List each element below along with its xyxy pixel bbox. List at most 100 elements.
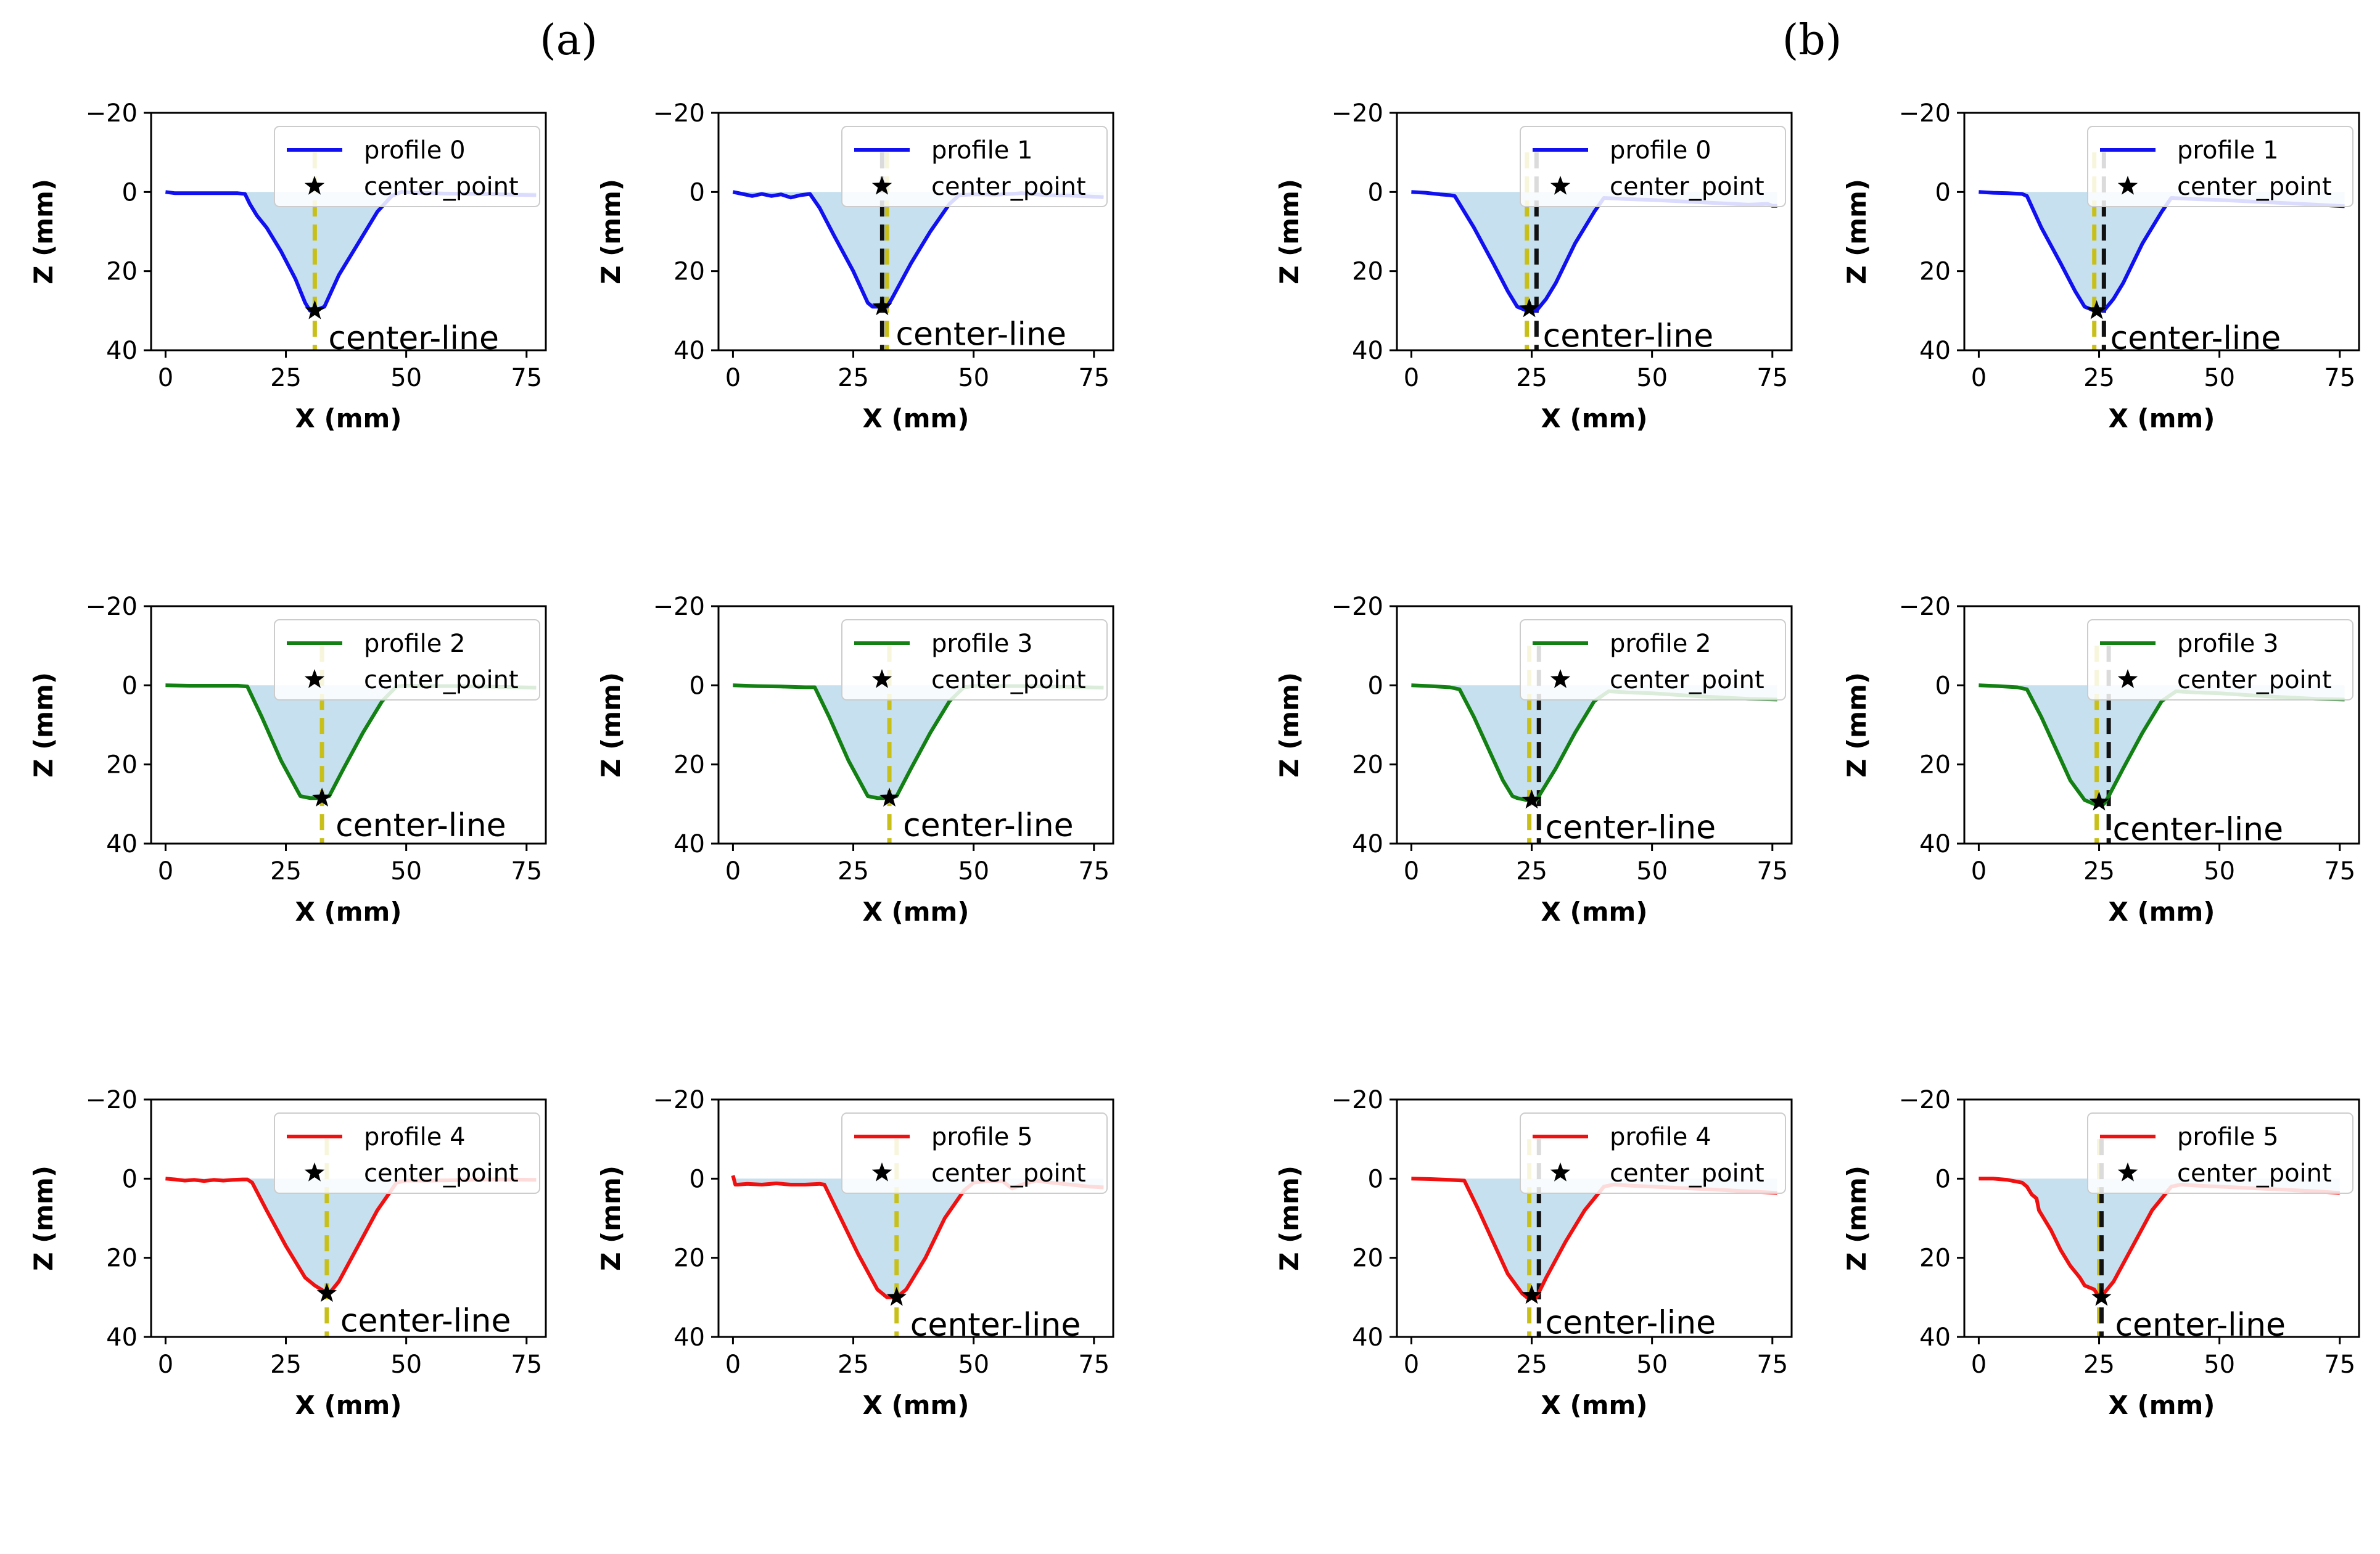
x-axis-label: X (mm)	[295, 1390, 402, 1420]
legend-box	[841, 619, 1108, 701]
subplot-b-profile-4: 0 25 50 75 −20 0 20 40 X (mm) Z (mm) profile 4 cent…	[1274, 1086, 1793, 1420]
x-tick-label: 50	[958, 857, 989, 886]
legend-box	[274, 126, 540, 207]
x-tick-label: 50	[958, 364, 989, 392]
legend-star-swatch	[1550, 669, 1571, 688]
subplot-b-profile-0: 0 25 50 75 −20 0 20 40 X (mm) Z (mm) profile 0 cent…	[1274, 99, 1793, 434]
x-tick-label: 75	[511, 1350, 542, 1379]
axes-frame	[1963, 112, 2360, 352]
subplot-a-profile-2: 0 25 50 75 −20 0 20 40 X (mm) Z (mm) profile 2 cent…	[28, 593, 547, 927]
y-axis-label: Z (mm)	[1274, 1166, 1304, 1271]
y-tick-label: −20	[86, 593, 138, 621]
x-tick-label: 50	[390, 364, 422, 392]
axes-frame	[150, 1098, 547, 1338]
y-tick-label: 0	[690, 1165, 705, 1193]
x-axis-label: X (mm)	[2109, 897, 2215, 927]
y-tick-label: 0	[1935, 1165, 1951, 1193]
depth-fill-area	[165, 1178, 537, 1294]
y-axis-label: Z (mm)	[1842, 1166, 1872, 1271]
subplot-a-profile-1: 0 25 50 75 −20 0 20 40 X (mm) Z (mm) profile 1 cent…	[596, 99, 1114, 434]
y-tick-label: 20	[1919, 751, 1951, 779]
legend-entry-center-point: center_point	[1610, 666, 1764, 694]
x-tick-label: 50	[390, 1350, 422, 1379]
center-line-annotation: center-line	[1546, 809, 1716, 846]
legend-entry-center-point: center_point	[364, 173, 519, 201]
y-tick-label: 0	[1368, 178, 1383, 207]
y-tick-label: 0	[1368, 1165, 1383, 1193]
legend-entry-center-point: center_point	[2177, 666, 2332, 694]
x-axis-label: X (mm)	[863, 1390, 970, 1420]
x-tick-label: 25	[1516, 364, 1547, 392]
x-tick-label: 25	[2083, 1350, 2115, 1379]
y-tick-label: −20	[653, 1086, 705, 1114]
x-tick-label: 0	[1971, 364, 1987, 392]
center-line-annotation: center-line	[2115, 1307, 2286, 1344]
y-axis-label: Z (mm)	[1274, 179, 1304, 284]
x-tick-label: 25	[1516, 857, 1547, 886]
profile-line	[1411, 683, 1777, 802]
y-tick-label: 20	[673, 258, 705, 286]
y-axis-label: Z (mm)	[1274, 672, 1304, 778]
y-axis-label: Z (mm)	[596, 1166, 626, 1271]
legend-box	[1520, 126, 1786, 207]
x-tick-label: 0	[1404, 1350, 1419, 1379]
axes-frame	[150, 605, 547, 845]
x-tick-label: 0	[1404, 857, 1419, 886]
legend-star-swatch	[2117, 1162, 2138, 1182]
profile-line	[1979, 190, 2345, 313]
legend-box	[1520, 619, 1786, 701]
depth-fill-area	[1979, 685, 2345, 804]
x-axis-label: X (mm)	[1541, 897, 1648, 927]
y-tick-label: 20	[106, 1244, 138, 1273]
center-point-marker	[311, 787, 332, 807]
axes-frame	[1963, 1098, 2360, 1338]
x-tick-label: 75	[1078, 857, 1110, 886]
x-tick-label: 25	[838, 857, 869, 886]
legend-entry-profile: profile 3	[931, 630, 1033, 658]
subplot-a-profile-4: 0 25 50 75 −20 0 20 40 X (mm) Z (mm) profile 4 cent…	[28, 1086, 547, 1420]
axes-frame	[717, 112, 1114, 352]
y-tick-label: 0	[1935, 672, 1951, 700]
x-tick-label: 50	[2204, 857, 2235, 886]
legend-box	[1520, 1112, 1786, 1194]
x-tick-label: 0	[158, 1350, 173, 1379]
axes-frame	[1963, 605, 2360, 845]
x-axis-label: X (mm)	[1541, 1390, 1648, 1420]
legend-entry-profile: profile 1	[2177, 136, 2279, 165]
legend-star-swatch	[1550, 176, 1571, 195]
y-tick-label: 0	[122, 1165, 138, 1193]
axes-frame	[717, 605, 1114, 845]
x-tick-label: 75	[2324, 1350, 2355, 1379]
y-tick-label: 40	[1352, 337, 1383, 365]
subplot-b-profile-1: 0 25 50 75 −20 0 20 40 X (mm) Z (mm) profile 1 cent…	[1842, 99, 2360, 434]
center-line-annotation: center-line	[896, 316, 1066, 353]
x-axis-label: X (mm)	[2109, 403, 2215, 434]
y-tick-label: 20	[673, 751, 705, 779]
legend-box	[274, 1112, 540, 1194]
legend-box	[841, 1112, 1108, 1194]
legend-entry-profile: profile 0	[364, 136, 466, 165]
subplot-b-profile-2: 0 25 50 75 −20 0 20 40 X (mm) Z (mm) profile 2 cent…	[1274, 593, 1793, 927]
profile-line	[1979, 683, 2345, 806]
x-axis-label: X (mm)	[2109, 1390, 2215, 1420]
x-tick-label: 0	[725, 857, 741, 886]
axes-frame	[1396, 112, 1793, 352]
legend-entry-center-point: center_point	[2177, 1159, 2332, 1188]
x-axis-label: X (mm)	[295, 897, 402, 927]
legend-entry-center-point: center_point	[931, 173, 1086, 201]
subplot-a-profile-0: 0 25 50 75 −20 0 20 40 X (mm) Z (mm) profile 0 cent…	[28, 99, 547, 434]
depth-fill-area	[165, 192, 537, 311]
legend-entry-center-point: center_point	[2177, 173, 2332, 201]
x-tick-label: 75	[1756, 1350, 1788, 1379]
legend-box	[2087, 1112, 2353, 1194]
legend-box	[274, 619, 540, 701]
x-tick-label: 50	[2204, 1350, 2235, 1379]
legend-star-swatch	[304, 176, 325, 195]
x-axis-label: X (mm)	[863, 403, 970, 434]
subplot-a-profile-5: 0 25 50 75 −20 0 20 40 X (mm) Z (mm) profile 5 cent…	[596, 1086, 1114, 1420]
legend-entry-profile: profile 4	[1610, 1123, 1711, 1151]
y-tick-label: 20	[1919, 258, 1951, 286]
center-line-annotation: center-line	[1546, 1305, 1716, 1342]
y-tick-label: 0	[122, 672, 138, 700]
y-tick-label: 20	[1352, 1244, 1383, 1273]
